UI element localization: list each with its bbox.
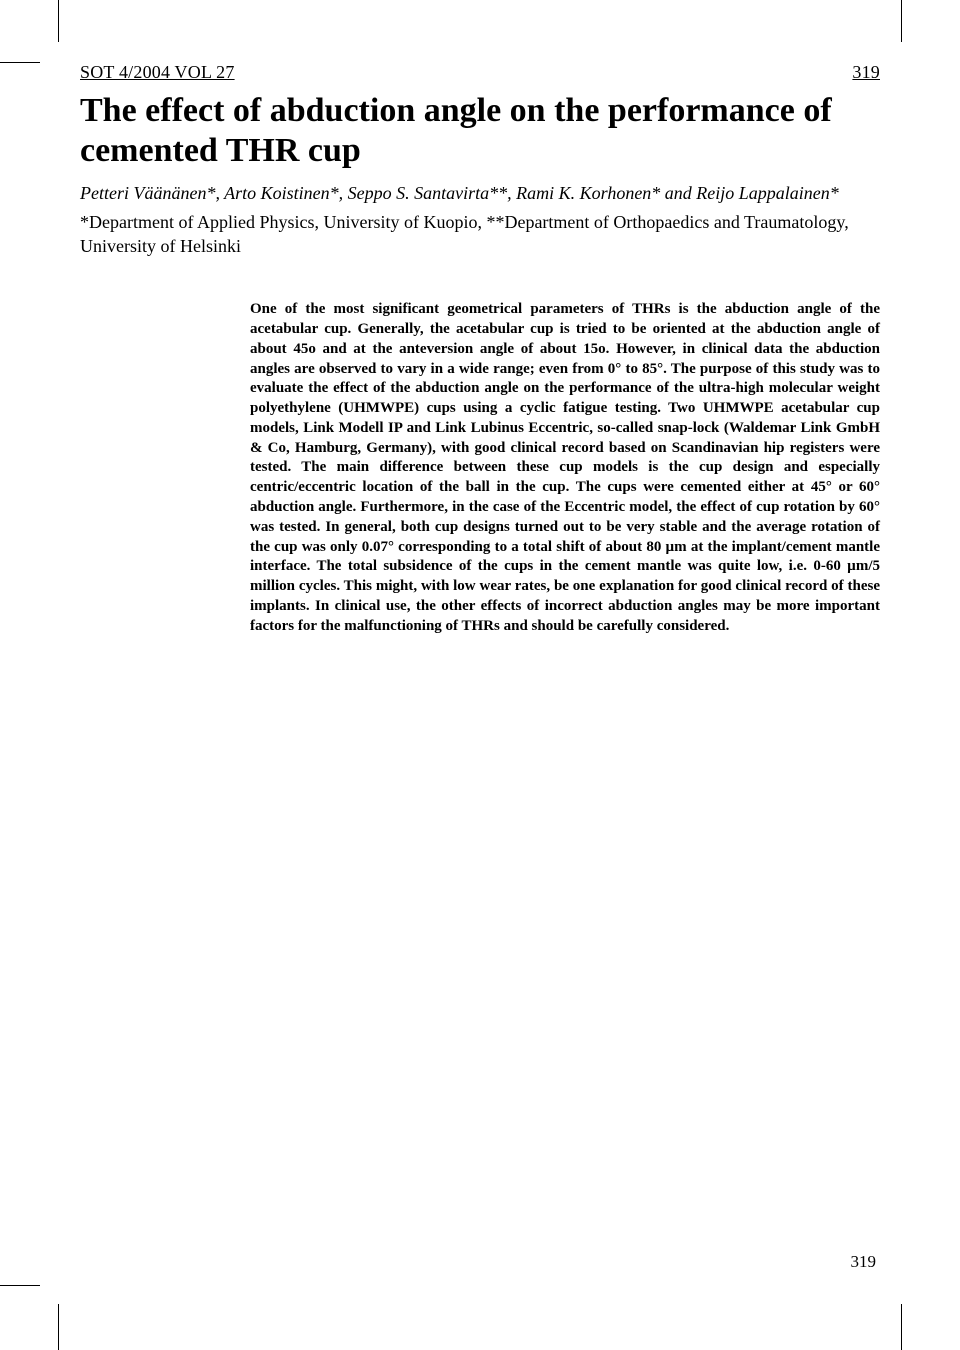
- crop-mark: [58, 1304, 59, 1350]
- page-content: SOT 4/2004 VOL 27 319 The effect of abdu…: [80, 62, 880, 637]
- page-number: 319: [851, 1252, 877, 1272]
- crop-mark: [0, 1285, 40, 1286]
- abstract-text: One of the most significant geometrical …: [250, 300, 880, 637]
- crop-mark: [901, 1304, 902, 1350]
- crop-mark: [0, 62, 40, 63]
- running-header: SOT 4/2004 VOL 27 319: [80, 62, 880, 83]
- author-list: Petteri Väänänen*, Arto Koistinen*, Sepp…: [80, 181, 880, 205]
- running-header-right: 319: [852, 62, 880, 83]
- affiliations: *Department of Applied Physics, Universi…: [80, 210, 880, 259]
- crop-mark: [58, 0, 59, 42]
- running-header-left: SOT 4/2004 VOL 27: [80, 62, 235, 83]
- article-title: The effect of abduction angle on the per…: [80, 91, 880, 171]
- crop-mark: [901, 0, 902, 42]
